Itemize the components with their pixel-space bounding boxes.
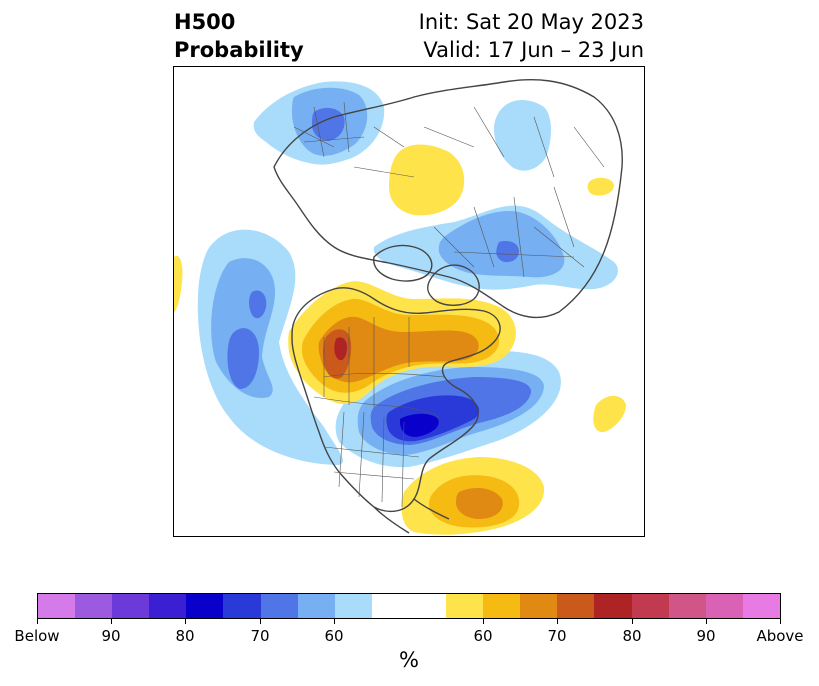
colorbar-label-below-80: 80 [175, 627, 195, 645]
colorbar-segment [38, 594, 76, 618]
latitude-line [323, 372, 445, 378]
colorbar-segment [112, 594, 150, 618]
colorbar-segment [223, 594, 261, 618]
russia-borders [423, 106, 605, 178]
edge-yellow-spot [174, 255, 183, 312]
valid-range: Valid: 17 Jun – 23 Jun [423, 38, 644, 62]
probability-map [173, 66, 645, 537]
colorbar-segment [742, 594, 780, 618]
colorbar-tick [780, 619, 781, 624]
colorbar-segment [668, 594, 706, 618]
colorbar-segment [705, 594, 743, 618]
north-america-coast [291, 287, 501, 513]
colorbar-label-above-60: 60 [473, 627, 493, 645]
map-title: H500 Probability [174, 8, 304, 64]
colorbar-segment [520, 594, 558, 618]
colorbar-label-above-70: 70 [547, 627, 567, 645]
colorbar-tick [185, 619, 186, 624]
asia-borders [433, 186, 585, 278]
colorbar-tick [260, 619, 261, 624]
colorbar [37, 593, 781, 619]
colorbar-tick [706, 619, 707, 624]
title-line-2: Probability [174, 38, 304, 62]
colorbar-segment [557, 594, 595, 618]
pacific-blue-80 [227, 328, 259, 389]
colorbar-segment [446, 594, 484, 618]
colorbar-segment [75, 594, 113, 618]
us-states-grid [323, 411, 420, 508]
coastlines [273, 78, 623, 534]
colorbar-segment [371, 594, 447, 618]
colorbar-label-below-60: 60 [324, 627, 344, 645]
colorbar-units: % [399, 648, 419, 672]
title-line-1: H500 [174, 10, 236, 34]
colorbar-label-below-70: 70 [250, 627, 270, 645]
below-normal-areas [197, 81, 618, 468]
canada-provinces [323, 317, 410, 407]
colorbar-segment [594, 594, 632, 618]
colorbar-tick [632, 619, 633, 624]
alaska-coast [373, 244, 433, 282]
above-normal-areas [174, 144, 626, 535]
colorbar-segment [149, 594, 187, 618]
colorbar-tick [111, 619, 112, 624]
europe-borders [293, 101, 415, 178]
bering-blue-60 [494, 100, 551, 171]
central-america-coast [373, 498, 450, 534]
east-canada-blue-max [399, 413, 439, 437]
siberia-yellow-spot [587, 177, 614, 196]
colorbar-tick [483, 619, 484, 624]
colorbar-segment [334, 594, 372, 618]
map-canvas [174, 78, 626, 535]
colorbar-tick [557, 619, 558, 624]
colorbar-segment [186, 594, 224, 618]
init-date: Init: Sat 20 May 2023 [418, 10, 644, 34]
pacific-blue-80b [249, 290, 267, 319]
asia-blue-80 [496, 241, 519, 263]
arctic-yellow-60 [389, 144, 465, 216]
colorbar-label-below-90: 90 [101, 627, 121, 645]
colorbar-tick [37, 619, 38, 624]
colorbar-segment [260, 594, 298, 618]
eurasia-coast [273, 78, 623, 319]
map-subtitle: Init: Sat 20 May 2023 Valid: 17 Jun – 23… [419, 8, 644, 64]
colorbar-segment [483, 594, 521, 618]
colorbar-label-above: Above [756, 627, 804, 645]
atlantic-yellow-spot [593, 395, 626, 433]
canada-orange-80 [318, 316, 479, 383]
colorbar-tick [334, 619, 335, 624]
us-canada-border [313, 396, 440, 418]
canada-red-90 [334, 337, 347, 361]
political-borders [293, 101, 605, 508]
gulf-orange-80 [456, 487, 503, 519]
colorbar-segment [631, 594, 669, 618]
colorbar-segment [297, 594, 335, 618]
colorbar-label-above-90: 90 [696, 627, 716, 645]
colorbar-label-below: Below [14, 627, 60, 645]
colorbar-label-above-80: 80 [622, 627, 642, 645]
greenland-coast [427, 264, 480, 306]
